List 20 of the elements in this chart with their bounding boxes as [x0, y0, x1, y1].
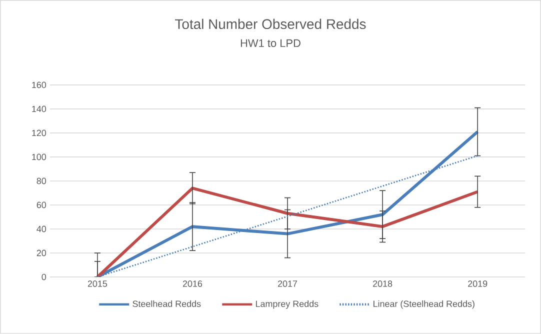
- x-tick-label: 2017: [278, 280, 298, 287]
- x-tick-label: 2019: [468, 280, 488, 287]
- chart-title: Total Number Observed Redds: [175, 18, 366, 30]
- legend-label: Steelhead Redds: [132, 300, 201, 308]
- y-tick-label: 100: [32, 154, 46, 160]
- y-tick-label: 140: [32, 106, 46, 112]
- y-tick-label: 120: [32, 130, 46, 136]
- y-tick-label: 160: [32, 82, 46, 88]
- line-series: [96, 186, 480, 278]
- x-tick-label: 2018: [373, 280, 392, 287]
- legend-label: Lamprey Redds: [256, 300, 318, 309]
- y-tick-label: 60: [36, 202, 46, 208]
- x-tick-label: 2015: [88, 280, 108, 287]
- y-tick-label: 80: [36, 178, 46, 184]
- x-tick-label: 2016: [182, 280, 202, 287]
- y-tick-label: 0: [42, 274, 46, 280]
- chart-subtitle: HW1 to LPD: [240, 39, 300, 48]
- y-tick-label: 20: [36, 250, 46, 256]
- legend-label: Linear (Steelhead Redds): [374, 300, 474, 309]
- y-tick-label: 40: [36, 226, 46, 232]
